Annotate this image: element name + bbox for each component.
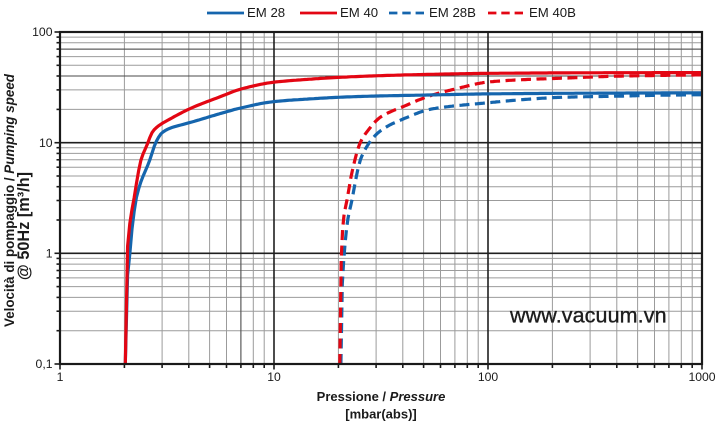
svg-text:0,1: 0,1 xyxy=(36,357,53,371)
svg-text:1: 1 xyxy=(57,370,64,384)
svg-text:100: 100 xyxy=(32,25,53,39)
svg-text:Velocità di pompaggio / Pumpin: Velocità di pompaggio / Pumping speed xyxy=(2,73,17,327)
svg-text:EM 40B: EM 40B xyxy=(529,5,576,20)
svg-text:EM 28: EM 28 xyxy=(247,5,285,20)
svg-text:Pressione / Pressure: Pressione / Pressure xyxy=(317,389,446,404)
svg-text:10: 10 xyxy=(267,370,281,384)
svg-text:www.vacuum.vn: www.vacuum.vn xyxy=(509,304,667,328)
svg-text:EM 28B: EM 28B xyxy=(429,5,476,20)
svg-text:100: 100 xyxy=(478,370,499,384)
svg-text:@ 50Hz [m³/h]: @ 50Hz [m³/h] xyxy=(15,172,33,280)
svg-text:EM 40: EM 40 xyxy=(340,5,378,20)
svg-text:1: 1 xyxy=(46,247,53,261)
svg-text:1000: 1000 xyxy=(688,370,715,384)
svg-text:10: 10 xyxy=(39,136,53,150)
svg-text:[mbar(abs)]: [mbar(abs)] xyxy=(345,407,417,422)
